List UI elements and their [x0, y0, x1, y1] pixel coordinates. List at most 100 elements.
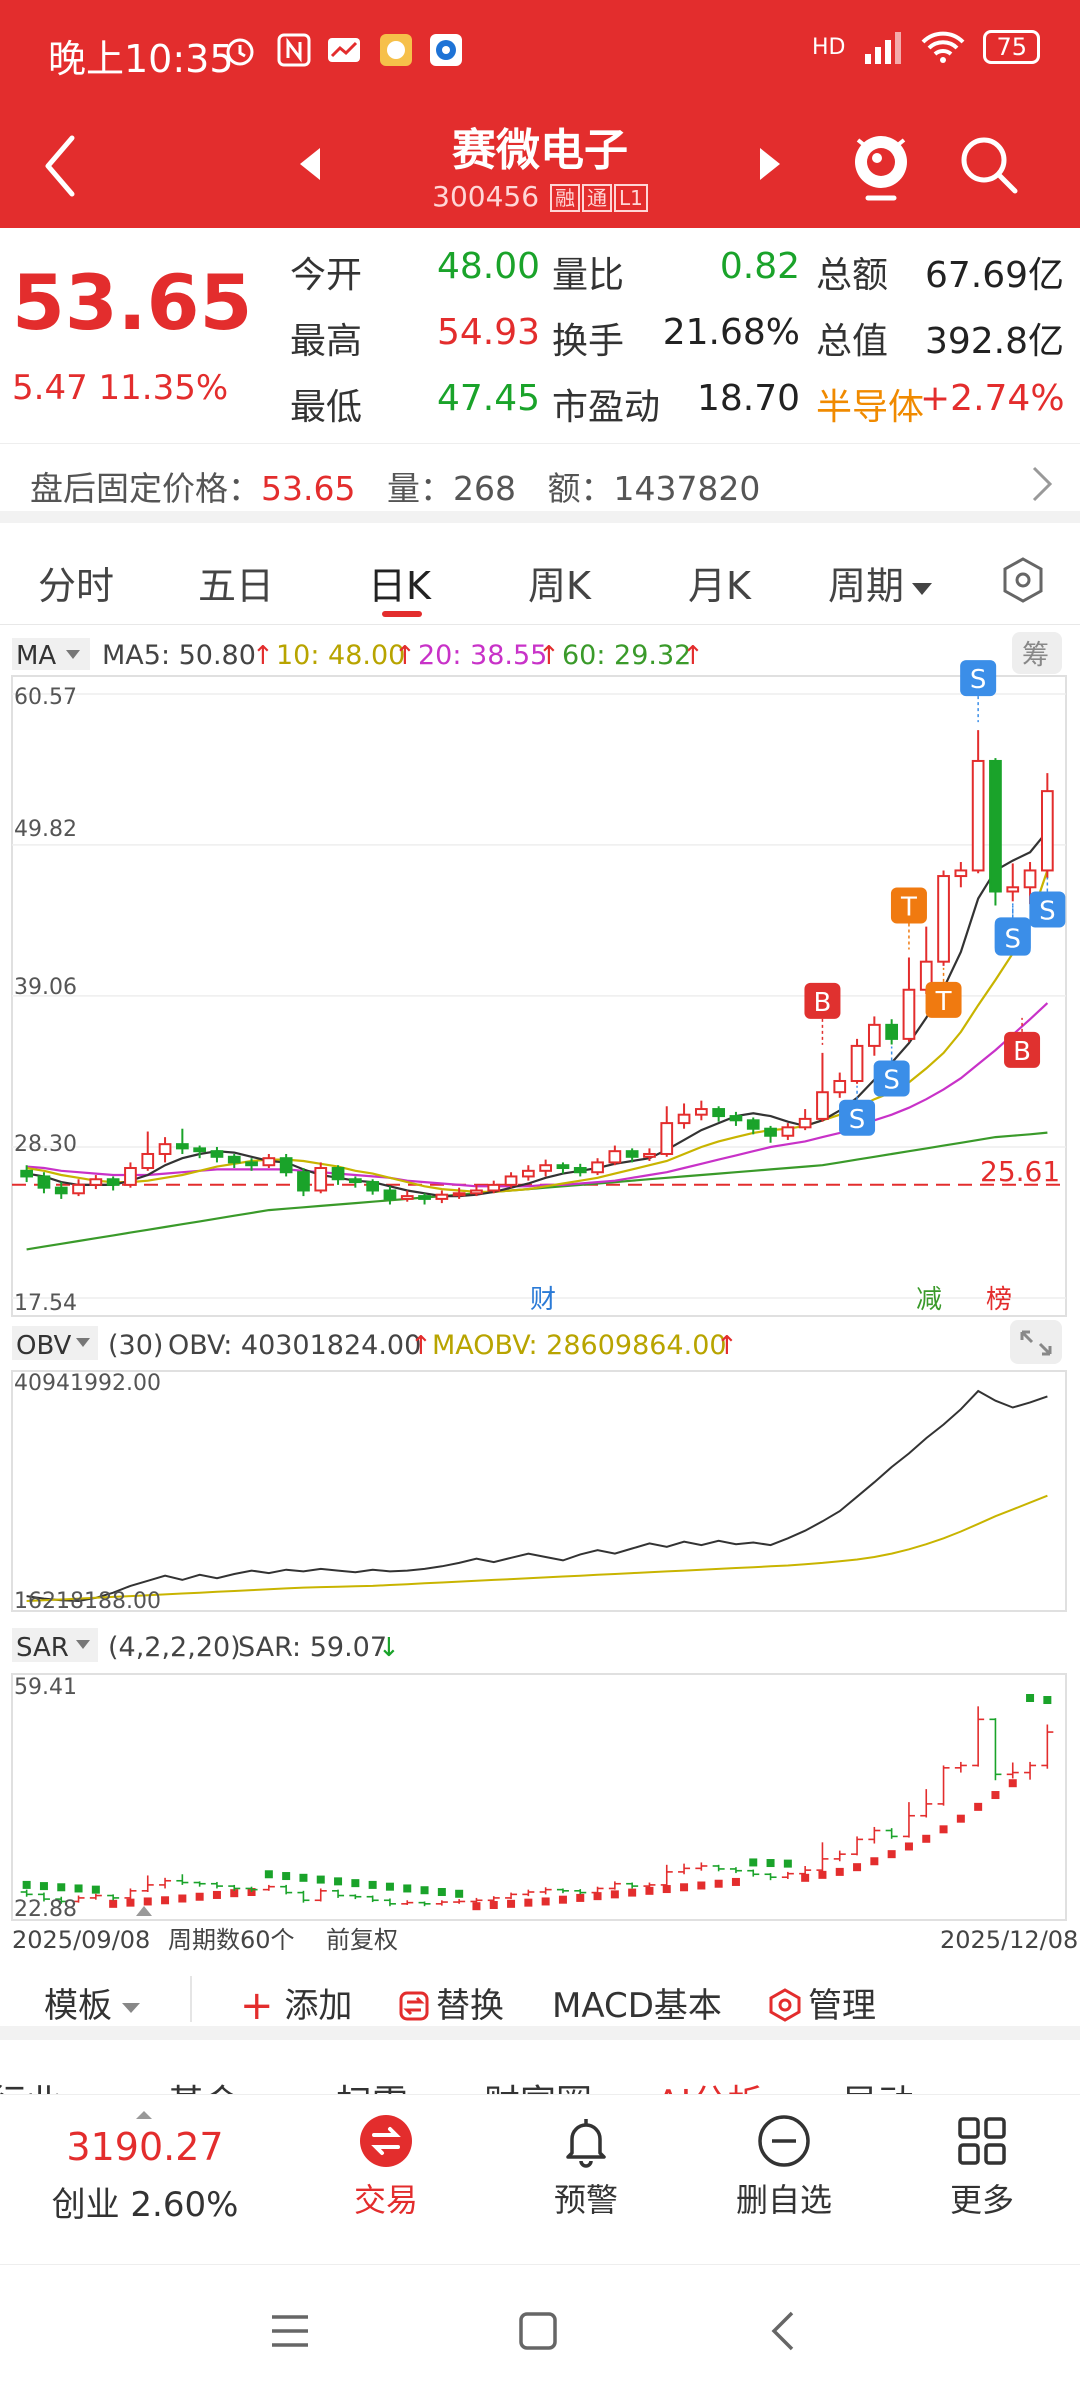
nav-more[interactable]: 更多	[902, 2113, 1062, 2221]
battery-indicator: 75	[983, 30, 1040, 64]
subtab-wealth-circle[interactable]: 财富圈	[484, 2074, 592, 2094]
next-stock-button[interactable]	[758, 146, 782, 182]
sar-dot	[801, 1873, 810, 1882]
sar-panel-frame	[11, 1673, 1067, 1921]
obv-selector-caret-icon	[76, 1338, 90, 1347]
index-value[interactable]: 3190.27	[66, 2125, 224, 2169]
macd-button[interactable]: MACD基本	[552, 1986, 722, 2026]
subtab-ai-analysis[interactable]: AI分析	[656, 2074, 763, 2094]
hexagon-settings-icon[interactable]	[998, 555, 1048, 605]
template-label: 模板	[44, 1986, 112, 2026]
candle-body	[539, 1164, 553, 1172]
candle-body	[850, 1044, 864, 1082]
tab-intraday[interactable]: 分时	[38, 564, 115, 608]
marker-list[interactable]: 榜	[986, 1285, 1012, 1315]
obv-selector[interactable]: OBV	[16, 1331, 72, 1361]
candle-body	[729, 1115, 743, 1122]
obv-value: OBV: 40301824.00	[168, 1330, 421, 1361]
sector-label[interactable]: 半导体	[816, 387, 925, 428]
after-hours-vol: 268	[452, 469, 516, 508]
sector-change[interactable]: +2.74%	[920, 378, 1065, 419]
tab-five-day[interactable]: 五日	[198, 564, 275, 608]
template-button[interactable]: 模板	[44, 1978, 142, 2027]
candle-body	[124, 1167, 137, 1186]
kline-chart[interactable]: BSSTTSSSBS MA MA5: 50.80 ↑ 10: 48.00 ↑ 2…	[0, 626, 1080, 1966]
sar-arrow-icon: ↓	[378, 1633, 400, 1663]
high-label: 最高	[290, 321, 363, 362]
expand-icon	[1020, 1330, 1052, 1356]
pe-label: 市盈动	[552, 387, 661, 428]
sar-dot	[264, 1870, 273, 1879]
after-hours-price: 53.65	[261, 469, 356, 508]
sar-dot	[455, 1889, 464, 1898]
add-indicator-button[interactable]: + 添加	[240, 1978, 352, 2029]
signal-label: S	[849, 1105, 866, 1135]
sar-dot	[437, 1888, 446, 1897]
candles	[20, 730, 1054, 1205]
subtab-industry[interactable]: 行业	[0, 2074, 62, 2094]
plus-icon: +	[240, 1983, 274, 2029]
index-name-change[interactable]: 创业 2.60%	[51, 2185, 239, 2225]
caret-down-icon	[122, 2002, 140, 2013]
tab-daily-k[interactable]: 日K	[368, 564, 431, 608]
ma60-arrow-icon: ↑	[682, 641, 704, 671]
back-button[interactable]	[34, 126, 94, 206]
signal-badge	[839, 1099, 876, 1136]
candle-body	[660, 1122, 674, 1155]
nav-alert-label: 预警	[553, 2181, 618, 2219]
candle-body	[764, 1127, 777, 1137]
obv-legend: OBV (30) OBV: 40301824.00 ↑ MAOBV: 28609…	[12, 1320, 1062, 1364]
status-right: HD 75	[812, 30, 1040, 64]
search-icon[interactable]	[956, 132, 1020, 196]
info-subtabs: 行业 基金 扫雷 财富圈 AI分析 异动	[0, 2054, 1080, 2094]
candle-body	[400, 1195, 414, 1200]
manage-indicator-button[interactable]: 管理	[768, 1978, 876, 2027]
system-back-icon[interactable]	[768, 2309, 798, 2353]
sar-dot	[385, 1882, 394, 1891]
sar-selector[interactable]: SAR	[16, 1633, 69, 1663]
home-icon[interactable]	[516, 2309, 560, 2353]
sar-dot	[334, 1877, 343, 1886]
mascot-icon[interactable]	[848, 128, 914, 204]
subtab-movement[interactable]: 异动	[842, 2074, 914, 2094]
ma10-line	[26, 870, 1049, 1194]
trade-signals: BSSTTSSSBS	[804, 660, 1066, 1136]
after-hours-row[interactable]: 盘后固定价格：53.65 量：268 额：1437820	[0, 443, 1080, 523]
ma10-value: 10: 48.00	[276, 640, 405, 671]
grid-icon	[958, 2117, 1006, 2165]
sar-dot	[887, 1850, 896, 1859]
nav-remove-watchlist[interactable]: 删自选	[704, 2113, 864, 2221]
nav-alert[interactable]: 预警	[506, 2113, 666, 2221]
minus-circle-icon	[758, 2115, 810, 2167]
sar-dot	[956, 1814, 965, 1823]
level1-badge: L1	[613, 184, 648, 212]
ma-selector[interactable]: MA	[16, 641, 56, 671]
candle-body	[1023, 869, 1037, 889]
signal-label: T	[935, 987, 952, 1017]
ma-legend: MA MA5: 50.80 ↑ 10: 48.00 ↑ 20: 38.55 ↑ …	[12, 632, 1062, 674]
sar-dot	[749, 1858, 758, 1867]
sar-dot	[1008, 1779, 1017, 1788]
obv-panel-frame	[11, 1370, 1067, 1612]
tab-weekly-k[interactable]: 周K	[528, 564, 591, 608]
candle-body	[210, 1150, 224, 1158]
chart-area[interactable]: BSSTTSSSBS MA MA5: 50.80 ↑ 10: 48.00 ↑ 2…	[0, 626, 1080, 1966]
nav-trade[interactable]: 交易	[306, 2113, 466, 2221]
tab-period[interactable]: 周期	[828, 555, 934, 610]
marker-finance[interactable]: 财	[530, 1285, 556, 1315]
chip-button[interactable]: 筹	[1022, 640, 1049, 671]
marker-reduce[interactable]: 减	[916, 1285, 942, 1315]
subtab-minesweeper[interactable]: 扫雷	[336, 2074, 408, 2094]
tab-monthly-k[interactable]: 月K	[688, 564, 751, 608]
sar-ytick-0: 59.41	[14, 1675, 77, 1700]
maobv-line	[26, 1494, 1048, 1602]
subtab-fund[interactable]: 基金	[168, 2074, 240, 2094]
candle-body	[989, 759, 1002, 893]
menu-icon[interactable]	[268, 2311, 312, 2351]
sar-dot	[645, 1886, 654, 1895]
ma-selector-bg[interactable]	[12, 638, 90, 670]
prev-stock-button[interactable]	[298, 146, 322, 182]
expand-button[interactable]	[1010, 1320, 1062, 1364]
chip-button-bg[interactable]	[1012, 632, 1062, 674]
replace-indicator-button[interactable]: 替换	[398, 1978, 504, 2027]
